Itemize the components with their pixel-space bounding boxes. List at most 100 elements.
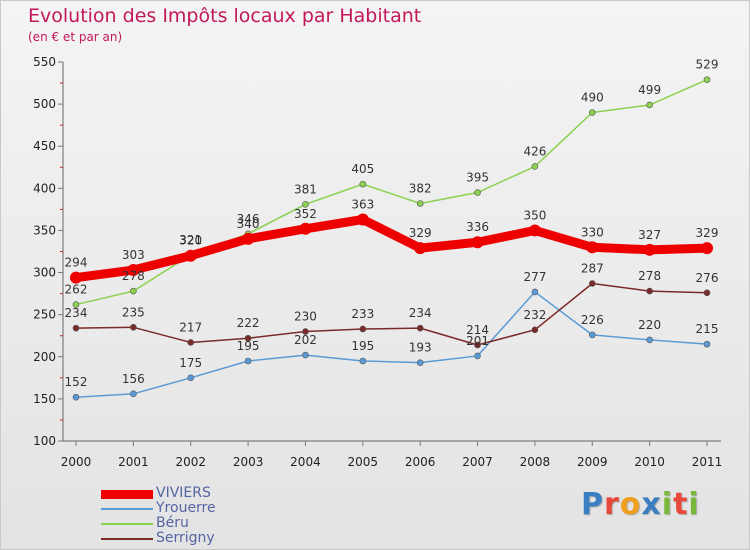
data-label: 426 bbox=[523, 144, 546, 158]
series-yrouerre bbox=[72, 288, 711, 401]
series-béru bbox=[72, 76, 711, 308]
data-point bbox=[646, 287, 653, 295]
x-tick-label: 2004 bbox=[290, 455, 321, 469]
data-point bbox=[184, 249, 197, 262]
data-point bbox=[528, 224, 541, 237]
data-label: 287 bbox=[581, 262, 604, 276]
data-point bbox=[242, 232, 255, 245]
data-point bbox=[531, 326, 539, 334]
data-label: 294 bbox=[65, 256, 88, 270]
value-labels: 152 156 175 195 202 195 193 201 277 226 220 215 262 2… bbox=[65, 58, 719, 390]
data-label: 277 bbox=[523, 270, 546, 284]
data-label: 529 bbox=[696, 58, 719, 72]
data-point bbox=[646, 101, 653, 109]
proxiti-logo: Proxiti bbox=[581, 487, 700, 522]
series-line bbox=[75, 78, 708, 306]
data-point bbox=[127, 264, 140, 277]
data-point bbox=[474, 189, 481, 196]
data-point bbox=[416, 200, 424, 207]
data-point bbox=[588, 331, 596, 339]
data-label: 201 bbox=[466, 334, 489, 348]
data-point bbox=[703, 289, 711, 297]
data-point bbox=[244, 334, 252, 342]
data-label: 278 bbox=[638, 269, 661, 283]
data-label: 320 bbox=[179, 234, 202, 248]
data-point bbox=[302, 201, 309, 208]
data-label: 363 bbox=[351, 197, 374, 211]
data-label: 193 bbox=[409, 341, 432, 355]
legend-label: Béru bbox=[156, 515, 189, 531]
data-label: 352 bbox=[294, 207, 317, 221]
data-point bbox=[703, 76, 711, 83]
data-point bbox=[359, 357, 367, 365]
data-point bbox=[72, 301, 80, 308]
data-label: 217 bbox=[179, 320, 202, 334]
data-point bbox=[701, 242, 713, 255]
x-tick-label: 2010 bbox=[634, 455, 665, 469]
x-tick-label: 2009 bbox=[577, 455, 608, 469]
y-tick-label: 100 bbox=[33, 434, 56, 448]
data-point bbox=[471, 236, 484, 249]
data-point bbox=[130, 323, 137, 331]
data-point bbox=[356, 213, 369, 226]
data-label: 350 bbox=[523, 208, 546, 222]
x-tick-label: 2007 bbox=[462, 455, 493, 469]
data-label: 276 bbox=[696, 271, 719, 285]
data-point bbox=[474, 341, 481, 349]
legend-swatch bbox=[101, 489, 153, 499]
x-tick-label: 2006 bbox=[405, 455, 436, 469]
x-tick-label: 2000 bbox=[61, 455, 92, 469]
data-label: 321 bbox=[179, 233, 202, 247]
data-point bbox=[302, 351, 309, 359]
data-point bbox=[586, 241, 599, 254]
series-line bbox=[75, 291, 708, 398]
data-label: 234 bbox=[409, 306, 432, 320]
legend-swatch bbox=[101, 538, 153, 540]
legend-swatch bbox=[101, 523, 153, 525]
data-point bbox=[414, 242, 427, 255]
data-point bbox=[72, 393, 80, 401]
data-point bbox=[72, 324, 80, 332]
data-label: 262 bbox=[65, 283, 88, 297]
data-label: 395 bbox=[466, 171, 489, 185]
data-label: 329 bbox=[696, 226, 719, 240]
data-point bbox=[187, 374, 195, 382]
y-tick-label: 350 bbox=[33, 223, 56, 237]
chart-axes: 100 150 200 250 300 350 400 450 500 550 2000 2001 20… bbox=[33, 55, 722, 469]
y-tick-label: 400 bbox=[33, 181, 56, 195]
y-tick-label: 250 bbox=[33, 308, 56, 322]
x-tick-label: 2001 bbox=[118, 455, 149, 469]
data-label: 234 bbox=[65, 306, 88, 320]
chart-subtitle: (en € et par an) bbox=[28, 30, 123, 44]
data-label: 405 bbox=[351, 162, 374, 176]
data-label: 336 bbox=[466, 220, 489, 234]
data-point bbox=[130, 390, 137, 398]
data-point bbox=[588, 280, 596, 287]
data-label: 303 bbox=[122, 248, 145, 262]
data-point bbox=[416, 324, 424, 332]
legend-label: Serrigny bbox=[156, 530, 215, 546]
data-label: 230 bbox=[294, 310, 317, 324]
y-tick-label: 300 bbox=[33, 266, 56, 280]
data-point bbox=[302, 328, 309, 335]
data-label: 381 bbox=[294, 182, 317, 196]
data-label: 215 bbox=[696, 322, 719, 336]
data-label: 195 bbox=[237, 339, 260, 353]
series-line bbox=[75, 282, 708, 346]
data-label: 152 bbox=[65, 375, 88, 389]
legend-label: Yrouerre bbox=[156, 500, 216, 516]
data-point bbox=[244, 357, 252, 365]
series-serrigny bbox=[72, 280, 711, 349]
data-point bbox=[70, 271, 82, 284]
data-point bbox=[588, 109, 596, 116]
data-label: 346 bbox=[237, 212, 260, 226]
data-label: 490 bbox=[581, 91, 604, 105]
data-label: 232 bbox=[523, 308, 546, 322]
data-label: 327 bbox=[638, 228, 661, 242]
data-label: 226 bbox=[581, 313, 604, 327]
data-point bbox=[703, 340, 711, 348]
data-point bbox=[130, 287, 137, 295]
data-point bbox=[531, 163, 539, 170]
